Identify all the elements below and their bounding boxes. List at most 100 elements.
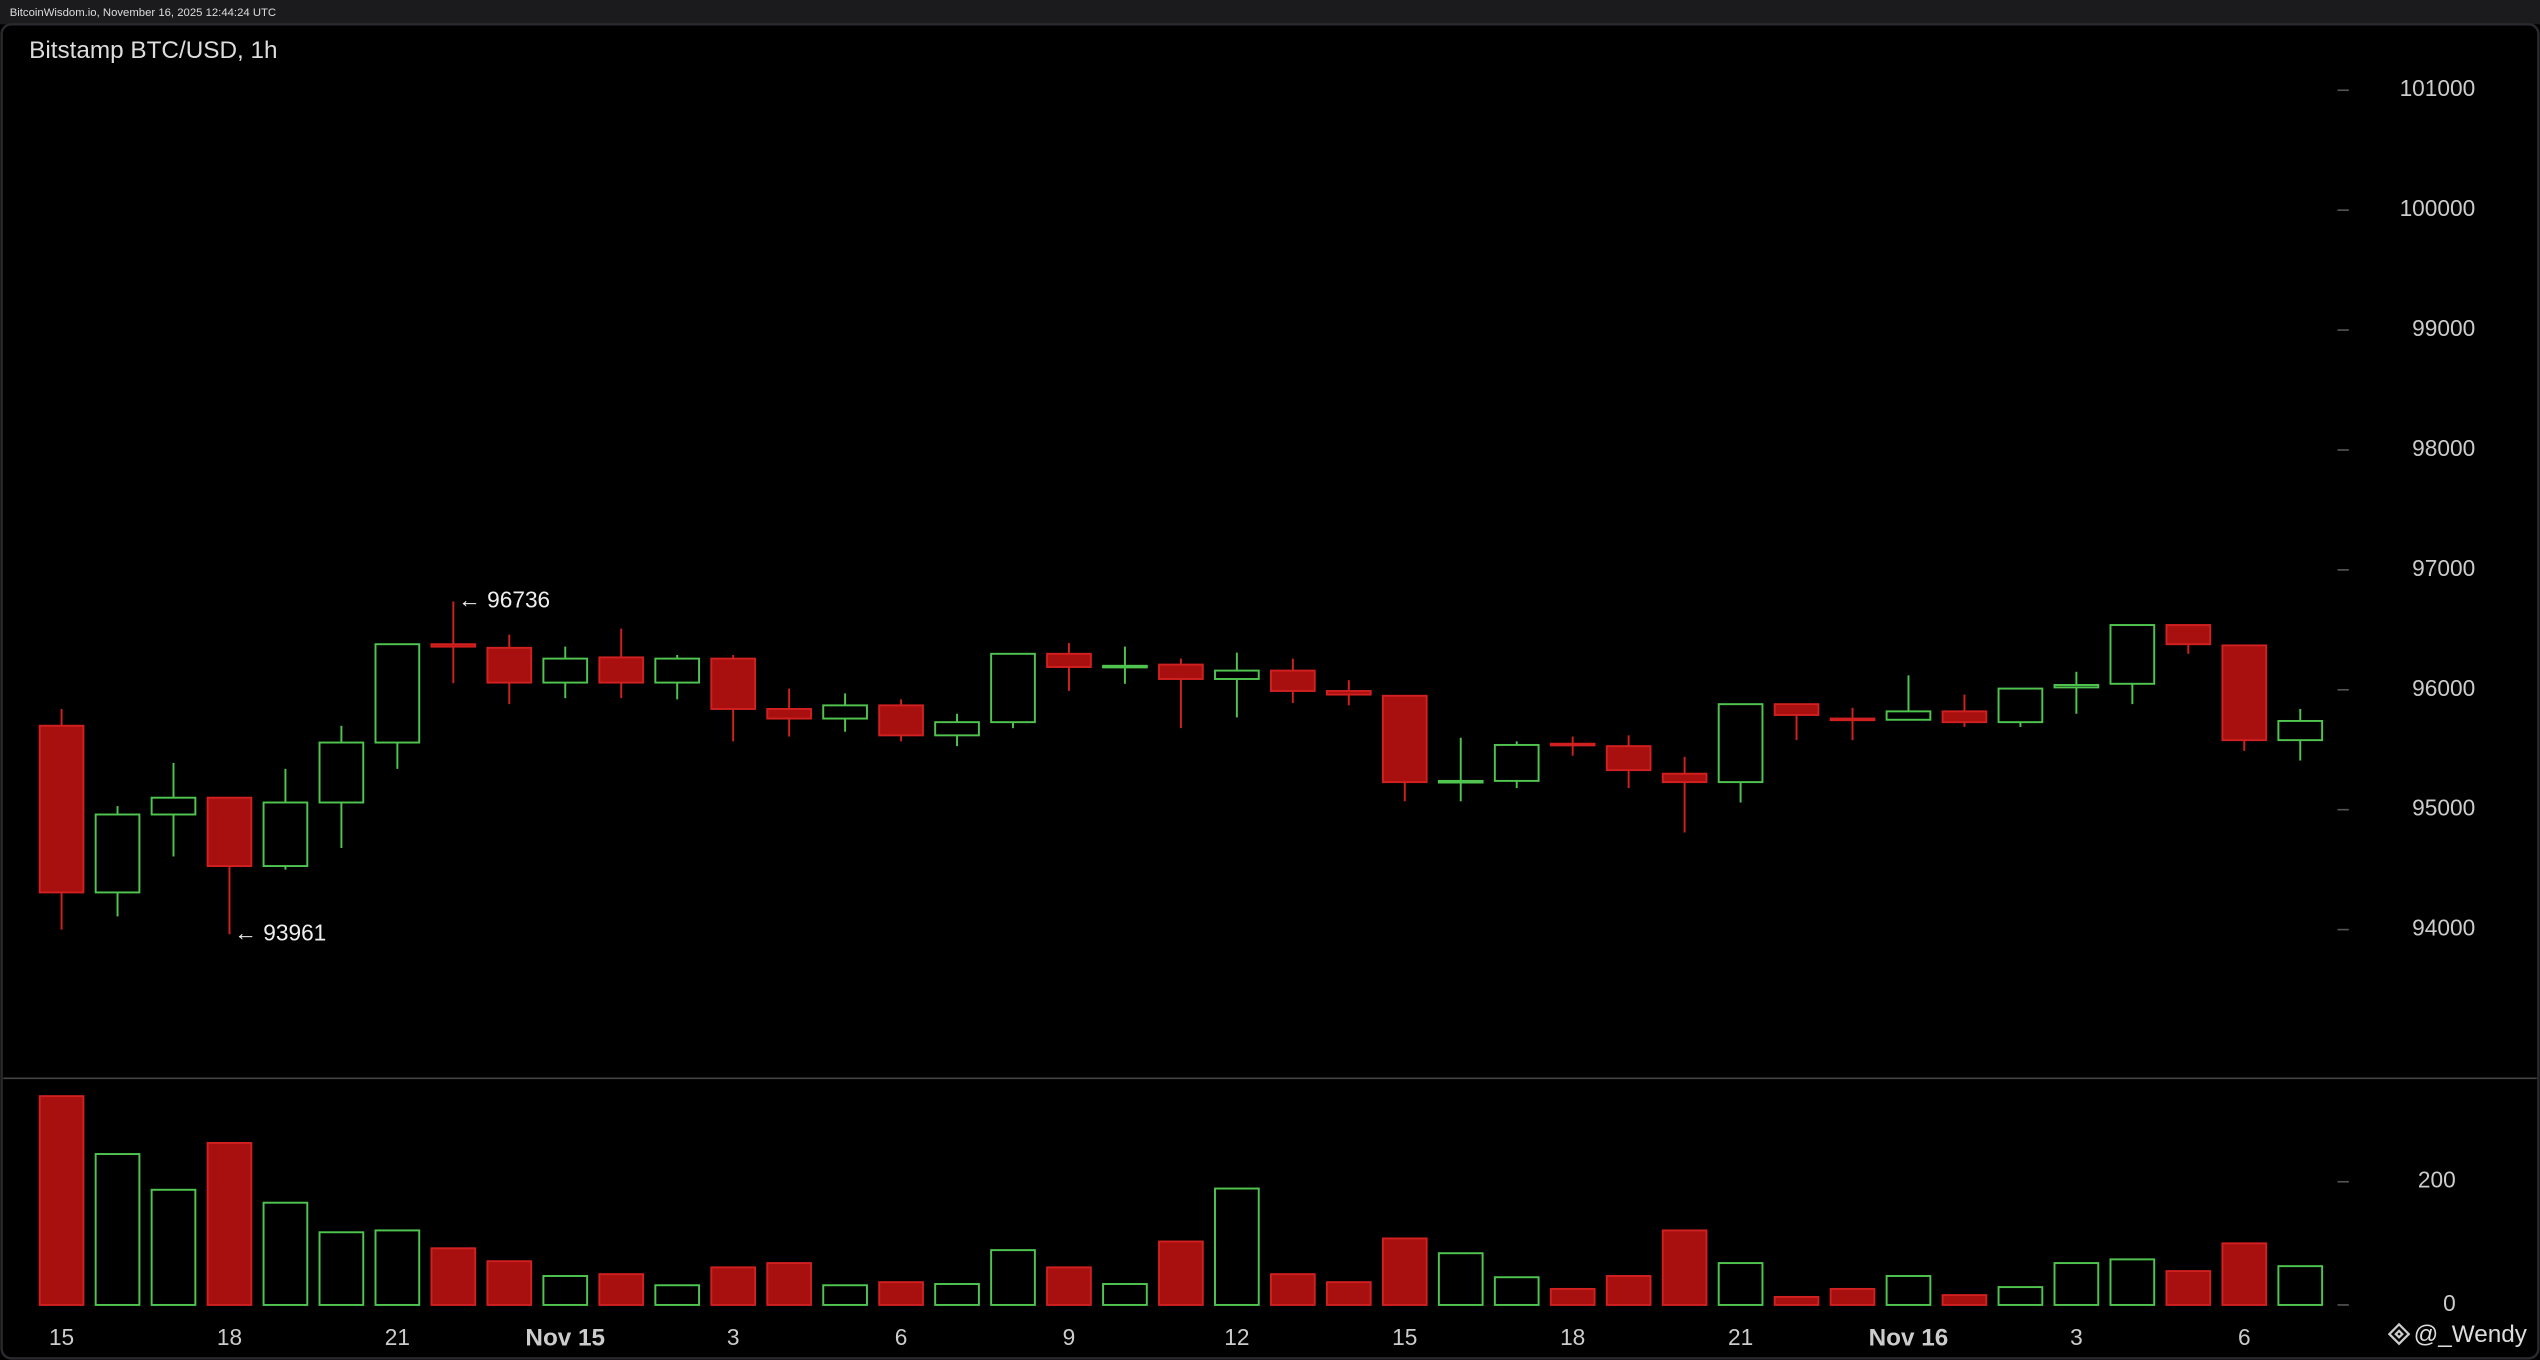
volume-bar xyxy=(2277,1265,2324,1306)
volume-bar xyxy=(1493,1276,1540,1306)
y-tick-label: 100000 xyxy=(2400,195,2476,221)
x-tick-label: 15 xyxy=(1392,1324,1417,1350)
candle-body xyxy=(1437,779,1484,784)
candle-body xyxy=(374,643,421,744)
volume-bar xyxy=(1102,1283,1148,1306)
volume-bar xyxy=(1773,1295,1820,1306)
volume-bar xyxy=(1661,1229,1708,1306)
candle-body xyxy=(206,796,253,868)
candle-body xyxy=(318,741,365,804)
candle-body xyxy=(1717,703,1764,784)
volume-bar xyxy=(374,1229,421,1306)
candle-body xyxy=(2277,719,2324,742)
x-tick-label: 6 xyxy=(2238,1324,2251,1350)
header-bar xyxy=(0,0,2540,25)
volume-bar xyxy=(1997,1286,2044,1306)
candle-body xyxy=(654,657,701,684)
x-tick-label: 3 xyxy=(727,1324,740,1350)
volume-bar xyxy=(2109,1258,2156,1306)
x-tick-label: Nov 15 xyxy=(525,1324,605,1351)
volume-bar xyxy=(2221,1242,2268,1306)
candle-body xyxy=(990,652,1036,724)
volume-bar xyxy=(878,1281,924,1306)
volume-bar xyxy=(430,1247,477,1306)
candle-body xyxy=(766,707,812,720)
candle-body xyxy=(38,724,85,894)
volume-bar xyxy=(1829,1287,1876,1306)
candle-body xyxy=(1661,772,1708,784)
candle-body xyxy=(2109,624,2156,685)
volume-bar xyxy=(38,1095,85,1306)
volume-bar xyxy=(1437,1252,1484,1306)
candle-body xyxy=(1158,663,1204,680)
x-tick-label: 6 xyxy=(895,1324,908,1350)
candle-body xyxy=(1605,745,1652,772)
x-tick-label: 15 xyxy=(49,1324,74,1350)
volume-bar xyxy=(934,1283,980,1306)
volume-bar xyxy=(598,1273,645,1306)
candle-body xyxy=(1829,717,1876,722)
volume-bar xyxy=(1605,1275,1652,1306)
candle-body xyxy=(1325,690,1372,696)
x-tick-label: 18 xyxy=(1560,1324,1585,1350)
volume-bar xyxy=(542,1275,589,1306)
candle-body xyxy=(2221,644,2268,742)
candle-body xyxy=(1381,694,1428,784)
y-tick-label: 94000 xyxy=(2412,915,2475,941)
candle-body xyxy=(542,657,589,684)
chart-title: Bitstamp BTC/USD, 1h xyxy=(29,37,277,64)
y-tick-label: 96000 xyxy=(2412,675,2475,701)
candle-body xyxy=(2165,624,2212,646)
volume-bar xyxy=(1269,1273,1316,1306)
volume-bar xyxy=(206,1141,253,1306)
x-tick-label: 3 xyxy=(2070,1324,2083,1350)
candle-body xyxy=(1214,669,1260,680)
volume-bar xyxy=(1214,1187,1260,1306)
volume-bar xyxy=(822,1284,868,1306)
volume-bar xyxy=(94,1153,141,1306)
candle-body xyxy=(1102,664,1148,669)
volume-bar xyxy=(1158,1240,1204,1306)
candle-body xyxy=(94,813,141,894)
x-tick-label: 18 xyxy=(217,1324,242,1350)
x-tick-label: 21 xyxy=(385,1324,410,1350)
annotation: ← 93961 xyxy=(234,919,326,945)
candle-body xyxy=(934,721,980,737)
candle-body xyxy=(262,801,309,868)
candle-body xyxy=(150,796,197,816)
volume-bar xyxy=(654,1284,701,1306)
volume-bar xyxy=(486,1260,533,1306)
watermark-icon xyxy=(2387,1322,2411,1346)
volume-bar xyxy=(1325,1281,1372,1306)
volume-tick-label: 200 xyxy=(2418,1167,2456,1193)
candle-body xyxy=(2053,684,2100,689)
volume-bar xyxy=(766,1262,812,1306)
x-tick-label: 9 xyxy=(1063,1324,1076,1350)
candle-body xyxy=(486,646,533,684)
volume-bar xyxy=(1046,1266,1092,1306)
volume-bar xyxy=(1381,1237,1428,1306)
candle-body xyxy=(1493,743,1540,782)
candle-body xyxy=(1997,687,2044,724)
candle-body xyxy=(598,656,645,684)
volume-bar xyxy=(1885,1275,1932,1306)
volume-bar xyxy=(2053,1262,2100,1306)
watermark: @_Wendy xyxy=(2414,1321,2528,1348)
volume-bar xyxy=(318,1231,365,1306)
annotation: ← 96736 xyxy=(458,587,550,613)
y-tick-label: 99000 xyxy=(2412,315,2475,341)
chart-frame xyxy=(0,23,2540,1360)
x-tick-label: Nov 16 xyxy=(1869,1324,1949,1351)
volume-bar xyxy=(150,1188,197,1306)
volume-tick-label: 0 xyxy=(2443,1290,2456,1316)
y-tick-label: 101000 xyxy=(2400,75,2476,101)
volume-bar xyxy=(1549,1287,1596,1306)
volume-bar xyxy=(990,1249,1036,1306)
x-tick-label: 12 xyxy=(1224,1324,1249,1350)
candle-body xyxy=(710,657,757,710)
candle-body xyxy=(1046,652,1092,668)
y-tick-label: 95000 xyxy=(2412,795,2475,821)
y-tick-label: 98000 xyxy=(2412,435,2475,461)
